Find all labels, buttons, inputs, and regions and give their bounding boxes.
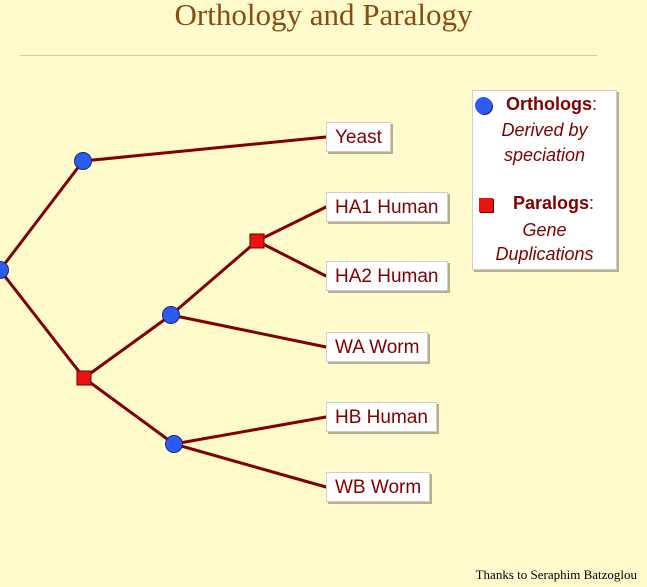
leaf-hb-human: HB Human — [326, 402, 437, 432]
credit-text: Thanks to Seraphim Batzoglou — [475, 567, 637, 582]
branch-spb-to-hb — [172, 415, 328, 446]
speciation-node-root — [0, 261, 9, 279]
duplication-node-lower — [76, 370, 92, 386]
page-title: Orthology and Paralogy — [174, 0, 473, 32]
legend-orthologs-desc2: speciation — [503, 145, 586, 165]
branch-dup2-to-ha2 — [255, 239, 328, 278]
leaf-ha1-human: HA1 Human — [326, 192, 448, 222]
legend-paralogs-desc2: Duplications — [495, 244, 594, 264]
leaf-wa-worm: WA Worm — [326, 332, 429, 362]
blue-circle-icon — [475, 97, 492, 114]
leaf-wb-worm: WB Worm — [326, 472, 431, 502]
branch-spa-to-dup2 — [169, 239, 259, 317]
branch-root-to-ortho — [0, 159, 85, 272]
speciation-node-bottom — [165, 435, 183, 453]
branch-dup2-to-ha1 — [255, 205, 328, 243]
duplication-node-upper — [249, 233, 265, 249]
title-divider — [20, 55, 597, 56]
legend-box: Orthologs: Derived by speciation Paralog… — [472, 90, 617, 270]
leaf-ha2-human: HA2 Human — [326, 261, 448, 291]
speciation-node-top — [74, 152, 92, 170]
branch-dup-to-speciation-b — [82, 376, 176, 446]
legend-paralogs-label: Paralogs — [512, 193, 590, 213]
speciation-node-mid — [162, 306, 180, 324]
legend-orthologs-desc1: Derived by — [501, 120, 588, 140]
leaf-yeast: Yeast — [326, 122, 391, 152]
branch-ortho-to-yeast — [81, 135, 328, 163]
legend-orthologs-title: Orthologs: — [505, 94, 597, 114]
red-square-icon — [479, 198, 493, 212]
branch-root-to-dup — [0, 268, 86, 380]
legend-paralogs-title: Paralogs: — [512, 193, 595, 213]
legend-paralogs-desc1: Gene — [522, 220, 567, 240]
branch-dup-to-speciation-a — [82, 313, 173, 380]
legend-orthologs-label: Orthologs — [505, 94, 592, 114]
branch-spa-to-wa — [169, 313, 328, 349]
branch-spb-to-wb — [172, 442, 328, 489]
